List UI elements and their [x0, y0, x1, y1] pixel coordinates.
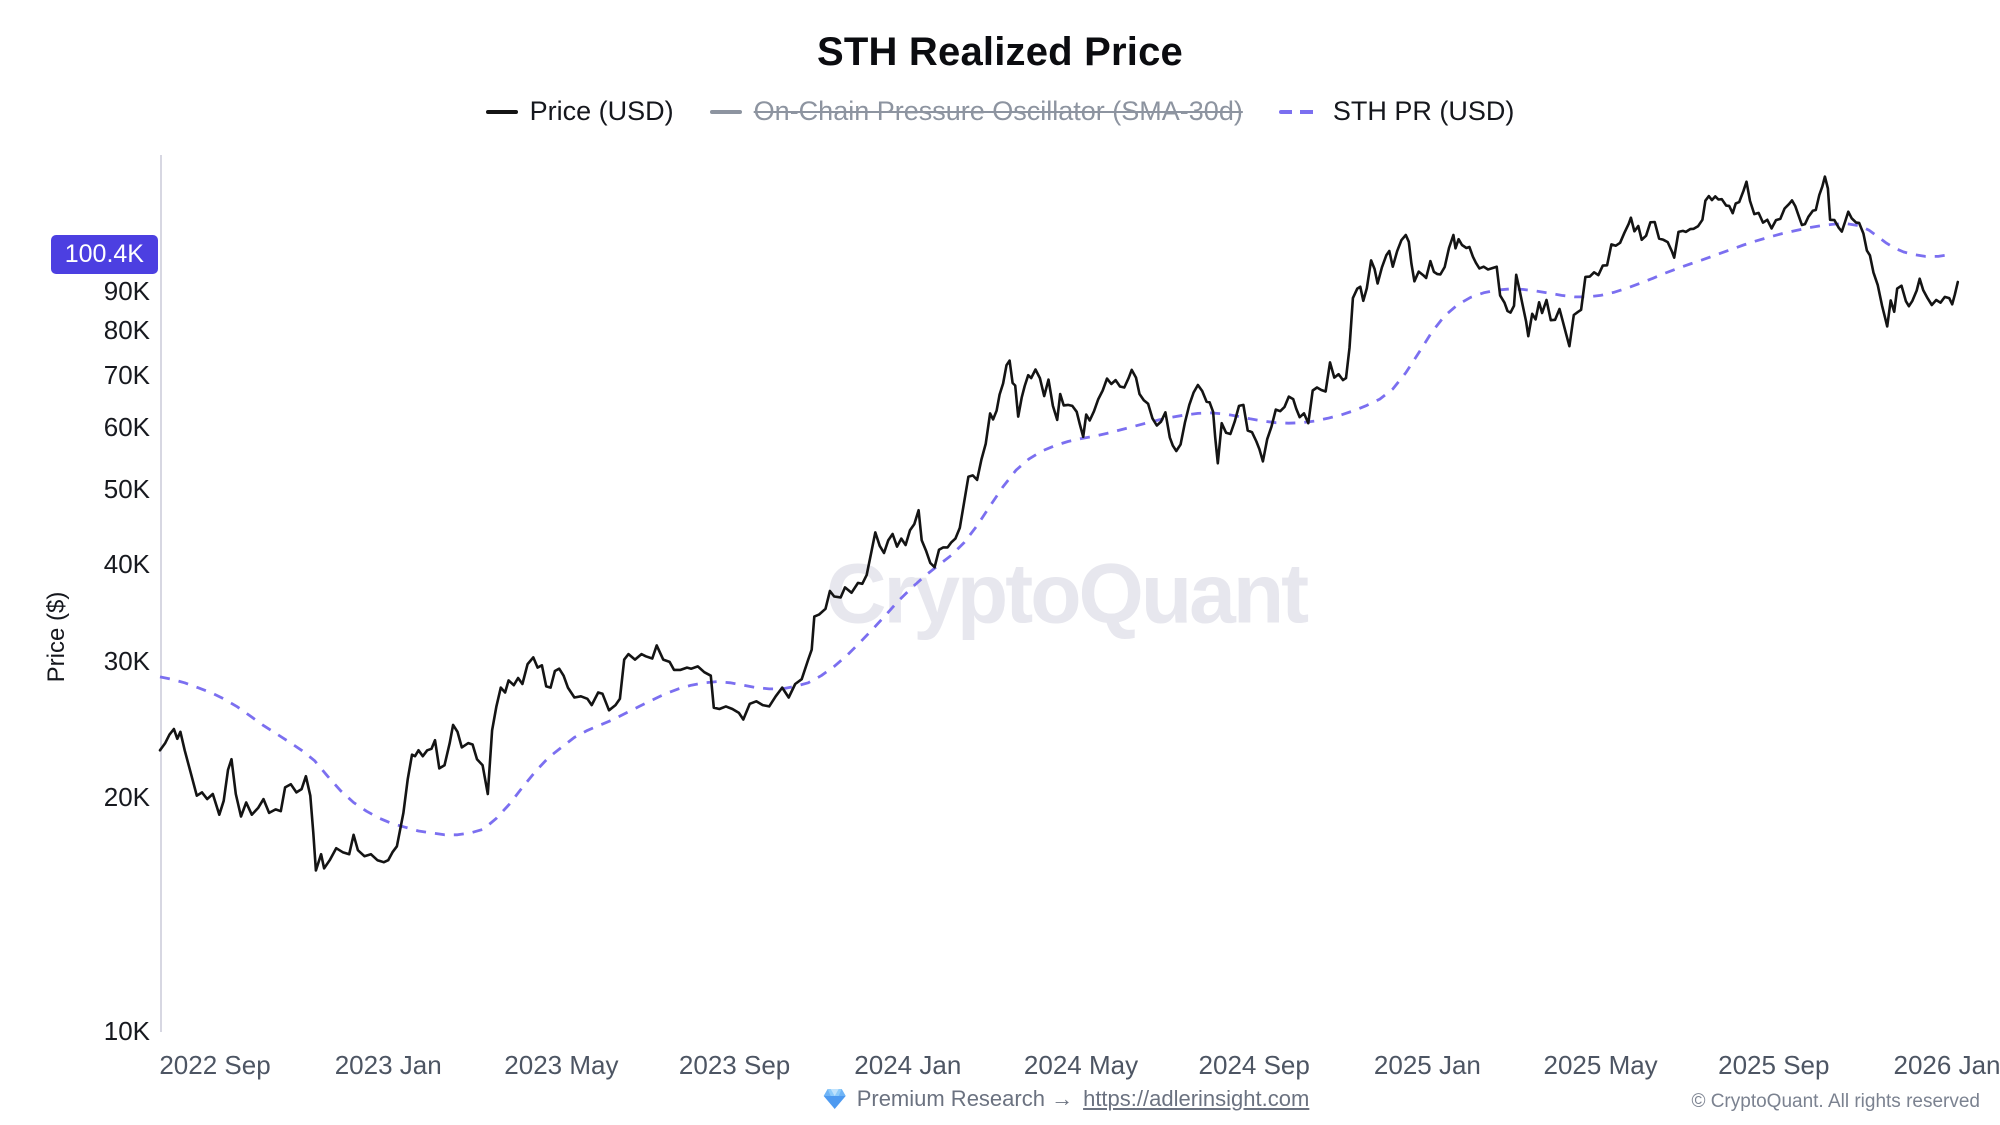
- x-axis-tick-label: 2023 May: [504, 1050, 619, 1080]
- footer-attribution: Premium Research → https://adlerinsight.…: [823, 1086, 1310, 1112]
- legend-item-sth-pr-usd[interactable]: STH PR (USD): [1278, 96, 1515, 127]
- legend-label-sth-pr-usd: STH PR (USD): [1332, 96, 1515, 126]
- y-axis-tick-label: 70K: [103, 360, 150, 391]
- x-axis-tick-label: 2024 Jan: [854, 1050, 962, 1080]
- legend-item-on-chain-pressure-oscillator-sma-30d[interactable]: On-Chain Pressure Oscillator (SMA-30d): [709, 96, 1243, 127]
- x-axis-tick-label: 2025 Jan: [1373, 1050, 1481, 1080]
- x-axis-tick-label: 2023 Sep: [678, 1050, 791, 1080]
- y-axis-tick-label: 20K: [103, 782, 150, 813]
- y-axis-tick-label: 30K: [103, 645, 150, 676]
- legend-swatch-on-chain-pressure-oscillator-sma-30d: [709, 109, 742, 114]
- latest-value-badge: 100.4K: [50, 234, 158, 274]
- footer-text: Premium Research →: [856, 1086, 1074, 1111]
- x-axis-tick-label: 2025 Sep: [1718, 1050, 1830, 1080]
- y-axis-tick-label: 90K: [103, 275, 150, 306]
- y-axis-tick-label: 60K: [103, 412, 150, 443]
- x-axis-tick-label: 2024 May: [1023, 1050, 1139, 1080]
- price-line: [158, 175, 1960, 872]
- legend-swatch-price-usd: [485, 109, 518, 114]
- x-axis-tick-label: 2022 Sep: [159, 1050, 271, 1080]
- x-axis-tick-label: 2023 Jan: [334, 1050, 442, 1080]
- premium-research-link[interactable]: https://adlerinsight.com: [1083, 1086, 1310, 1111]
- copyright-notice: © CryptoQuant. All rights reserved: [1691, 1091, 1980, 1112]
- gem-icon: [823, 1089, 846, 1109]
- y-axis-tick-label: 40K: [103, 548, 150, 579]
- y-axis-tick-label: 80K: [103, 315, 150, 346]
- x-axis-tick-label: 2024 Sep: [1198, 1050, 1310, 1080]
- legend-label-price-usd: Price (USD): [529, 96, 674, 126]
- x-axis-tick-label: 2025 May: [1543, 1050, 1658, 1080]
- sth-pr-line: [159, 222, 1954, 837]
- legend-swatch-sth-pr-usd: [1278, 109, 1321, 114]
- chart-legend: Price (USD) On-Chain Pressure Oscillator …: [0, 96, 2000, 127]
- legend-item-price-usd[interactable]: Price (USD): [485, 96, 674, 127]
- page-title: STH Realized Price: [817, 30, 1183, 74]
- y-axis-tick-label: 50K: [103, 473, 150, 504]
- legend-label-on-chain-pressure-oscillator-sma-30d: On-Chain Pressure Oscillator (SMA-30d): [753, 96, 1243, 126]
- y-axis-tick-label: 10K: [103, 1016, 150, 1046]
- x-axis-tick-label: 2026 Jan: [1893, 1050, 2000, 1080]
